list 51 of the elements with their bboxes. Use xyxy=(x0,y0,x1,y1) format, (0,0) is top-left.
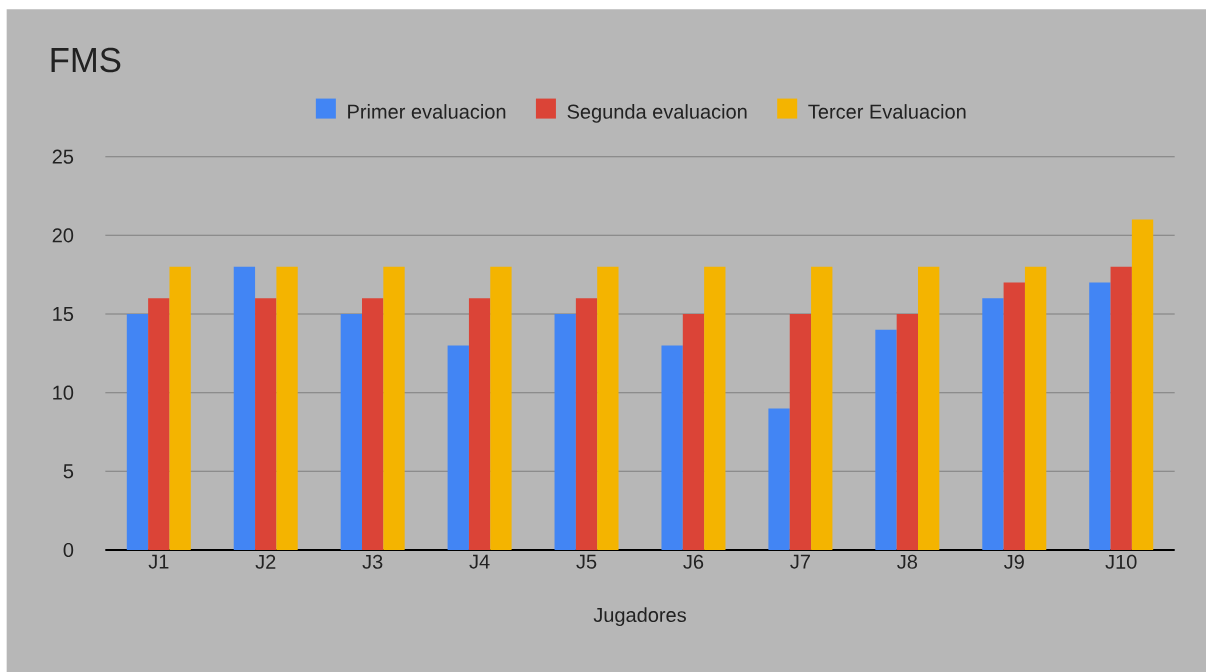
bar xyxy=(811,266,833,550)
bar xyxy=(1003,282,1025,550)
bar xyxy=(383,266,405,550)
bar xyxy=(661,345,683,550)
x-tick-label: J7 xyxy=(790,554,810,569)
bar xyxy=(447,345,469,550)
bar xyxy=(169,266,191,550)
x-tick-label: J8 xyxy=(897,554,918,569)
x-axis-title: Jugadores xyxy=(593,607,686,626)
x-tick-label: J9 xyxy=(1004,554,1024,569)
legend-label: Segunda evaluacion xyxy=(567,104,747,123)
x-tick-label: J4 xyxy=(469,554,490,569)
bar xyxy=(789,314,812,550)
y-tick-label: 25 xyxy=(52,149,74,164)
bar xyxy=(896,314,919,550)
bar xyxy=(340,314,363,550)
bar xyxy=(362,298,384,550)
bar xyxy=(554,314,576,550)
y-tick-label: 10 xyxy=(53,385,74,400)
bar xyxy=(597,266,619,550)
legend-label: Tercer Evaluacion xyxy=(808,104,966,119)
bar xyxy=(468,298,491,550)
chart-title: FMS xyxy=(51,47,121,73)
y-tick-label: 0 xyxy=(63,542,74,558)
y-tick-label: 5 xyxy=(63,464,74,479)
bar xyxy=(1131,219,1154,550)
bar xyxy=(682,314,705,550)
legend-label: Primer evaluacion xyxy=(348,104,506,119)
bar xyxy=(255,298,277,550)
y-tick-label: 15 xyxy=(53,307,74,321)
bar xyxy=(1089,282,1111,550)
bar xyxy=(704,266,726,550)
x-tick-label: J10 xyxy=(1105,554,1137,569)
bar xyxy=(575,298,598,550)
bar xyxy=(1110,266,1132,550)
bar xyxy=(982,298,1004,550)
bar xyxy=(875,329,897,550)
x-tick-label: J6 xyxy=(683,554,704,569)
bar xyxy=(1024,266,1047,550)
bar xyxy=(148,298,170,550)
x-tick-label: J2 xyxy=(255,554,276,569)
x-tick-label: J1 xyxy=(148,554,169,569)
y-tick-label: 20 xyxy=(52,228,74,243)
bar xyxy=(126,314,149,550)
bar xyxy=(233,266,256,550)
bar xyxy=(276,266,298,550)
bar xyxy=(490,266,512,550)
bar xyxy=(918,266,940,550)
x-tick-label: J3 xyxy=(362,554,383,569)
x-tick-label: J5 xyxy=(576,554,597,569)
bar xyxy=(768,408,790,550)
